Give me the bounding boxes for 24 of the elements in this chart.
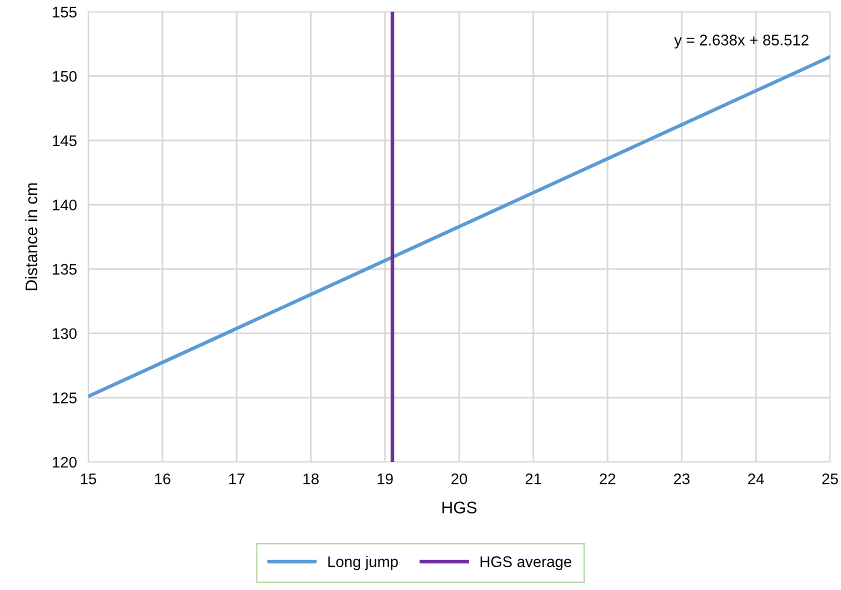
y-axis-title: Distance in cm: [25, 183, 38, 290]
x-tick-label: 21: [526, 473, 542, 484]
x-tick-label: 25: [822, 473, 838, 484]
x-tick-label: 19: [378, 473, 393, 484]
y-tick-label: 150: [52, 70, 77, 82]
x-tick-label: 22: [600, 473, 616, 484]
y-tick-label: 145: [52, 135, 77, 146]
x-axis-title: HGS: [442, 502, 476, 514]
y-tick-label: 130: [52, 328, 77, 340]
x-tick-label: 16: [155, 473, 170, 484]
y-tick-label: 155: [52, 6, 77, 18]
x-tick-label: 20: [451, 473, 468, 484]
x-tick-label: 15: [80, 474, 96, 484]
y-tick-label: 125: [52, 392, 77, 404]
legend-label: Long jump: [328, 556, 398, 570]
x-tick-label: 18: [304, 473, 319, 484]
annotation: y = 2.638x + 85.512: [674, 34, 808, 48]
legend-label: HGS average: [480, 556, 572, 570]
y-tick-label: 135: [52, 264, 77, 275]
y-tick-label: 140: [52, 200, 77, 210]
y-tick-label: 120: [52, 456, 77, 468]
x-tick-label: 17: [229, 474, 244, 484]
x-tick-label: 23: [674, 473, 690, 484]
x-tick-label: 24: [748, 473, 764, 484]
